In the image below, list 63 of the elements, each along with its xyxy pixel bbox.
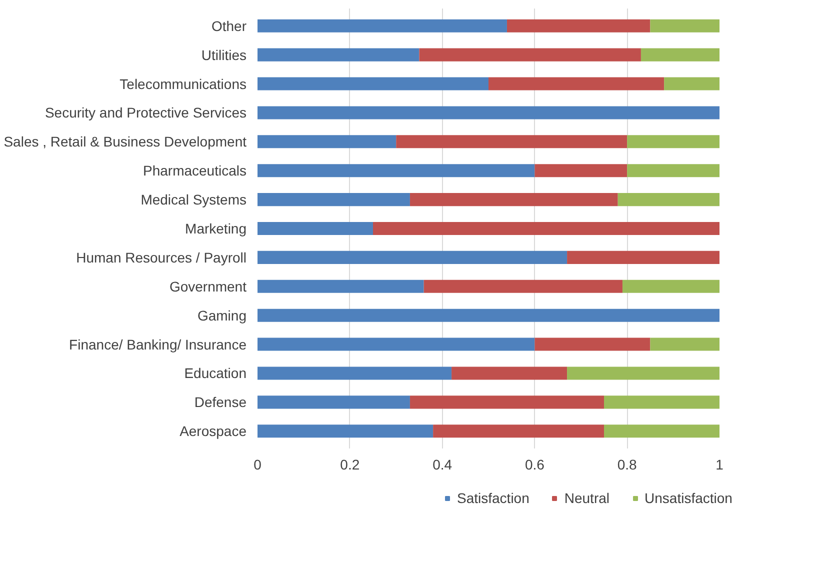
x-tick-label: 1 — [716, 456, 724, 472]
x-tick-label: 0.4 — [432, 456, 452, 472]
bar — [452, 366, 568, 380]
bar — [373, 222, 720, 236]
bar — [534, 164, 628, 178]
y-tick-label: Other — [211, 18, 247, 34]
bar — [419, 48, 641, 62]
bar — [258, 396, 410, 409]
bar — [627, 135, 720, 148]
bar — [650, 19, 720, 32]
bar — [410, 396, 604, 409]
legend-label: Neutral — [564, 490, 610, 506]
bar — [567, 366, 720, 380]
x-tick-label: 0 — [254, 456, 262, 472]
y-tick-label: Pharmaceuticals — [143, 162, 247, 179]
y-tick-label: Human Resources / Payroll — [76, 249, 247, 266]
y-tick-label: Marketing — [185, 220, 246, 236]
bar — [567, 250, 720, 264]
y-tick-label: Telecommunications — [120, 76, 247, 92]
bar — [627, 164, 720, 178]
bar — [604, 424, 720, 438]
y-tick-label: Utilities — [201, 46, 247, 63]
bar — [604, 396, 720, 409]
bar — [650, 338, 720, 351]
bar — [410, 193, 618, 206]
bar — [258, 338, 535, 351]
x-tick-label: 0.2 — [340, 456, 360, 472]
bar — [258, 222, 373, 236]
y-tick-label: Security and Protective Services — [44, 104, 246, 121]
bar — [258, 106, 720, 120]
bar — [622, 280, 720, 293]
bar — [258, 424, 434, 438]
legend-label: Unsatisfaction — [644, 490, 732, 506]
bar — [258, 308, 720, 322]
bar — [534, 338, 650, 351]
bar — [664, 77, 720, 90]
bar — [258, 19, 507, 32]
bar — [258, 250, 568, 264]
bar — [488, 77, 664, 90]
y-tick-label: Government — [169, 278, 247, 294]
bar — [258, 77, 488, 90]
bar — [258, 164, 535, 178]
y-tick-label: Medical Systems — [140, 192, 247, 208]
bar — [258, 366, 452, 380]
bar — [506, 19, 650, 32]
y-tick-label: Aerospace — [180, 423, 247, 440]
y-tick-label: Defense — [194, 394, 247, 410]
x-tick-label: 0.8 — [617, 456, 638, 472]
y-tick-label: Education — [184, 365, 247, 382]
bar — [258, 280, 424, 293]
bar — [396, 135, 628, 148]
y-tick-label: Gaming — [197, 307, 247, 324]
bar — [640, 48, 720, 62]
bar — [424, 280, 622, 293]
y-tick-label: Sales , Retail & Business Development — [4, 134, 247, 150]
bar — [433, 424, 604, 438]
bar — [258, 193, 410, 206]
legend-label: Satisfaction — [457, 490, 530, 506]
bar — [258, 48, 420, 62]
y-tick-label: Finance/ Banking/ Insurance — [69, 336, 247, 352]
bar — [618, 193, 720, 206]
x-tick-label: 0.6 — [524, 456, 545, 472]
bar — [258, 135, 396, 148]
